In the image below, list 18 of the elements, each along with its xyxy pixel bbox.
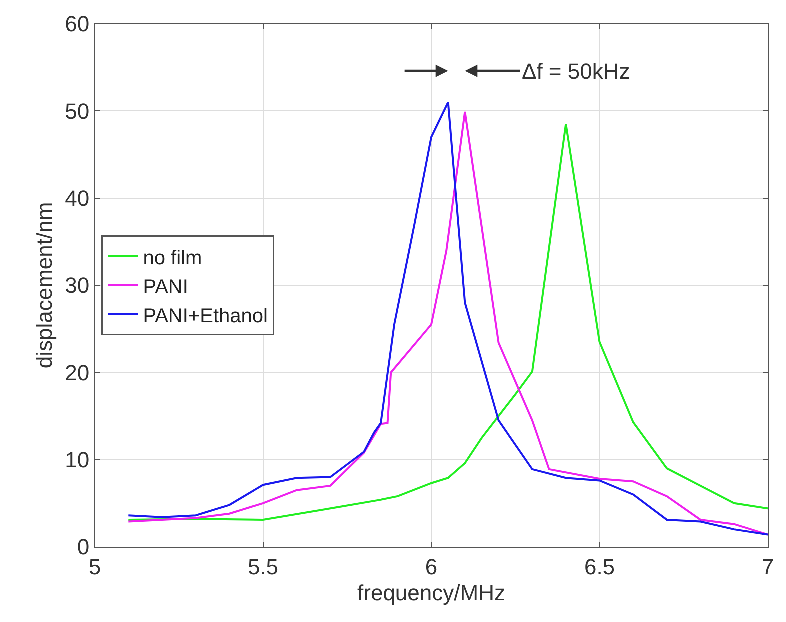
legend-label: PANI+Ethanol	[143, 305, 268, 328]
y-tick-label: 0	[77, 534, 90, 560]
annotation: Δf = 50kHz	[522, 59, 630, 84]
legend-label: no film	[143, 247, 202, 270]
y-tick-label: 40	[65, 186, 90, 212]
x-tick-label: 6	[425, 554, 438, 580]
y-tick-label: 20	[65, 360, 90, 386]
y-axis-title: displacement/nm	[32, 202, 57, 369]
legend-label: PANI	[143, 276, 188, 298]
x-axis-title: frequency/MHz	[358, 580, 506, 606]
y-tick-label: 10	[65, 448, 90, 473]
y-tick-label: 50	[65, 98, 90, 124]
y-tick-label: 60	[65, 12, 90, 37]
x-tick-label: 5	[88, 554, 102, 580]
x-tick-label: 6.5	[584, 554, 616, 580]
y-tick-label: 30	[65, 273, 90, 298]
x-tick-label: 7	[762, 554, 774, 580]
x-tick-label: 5.5	[248, 554, 279, 580]
